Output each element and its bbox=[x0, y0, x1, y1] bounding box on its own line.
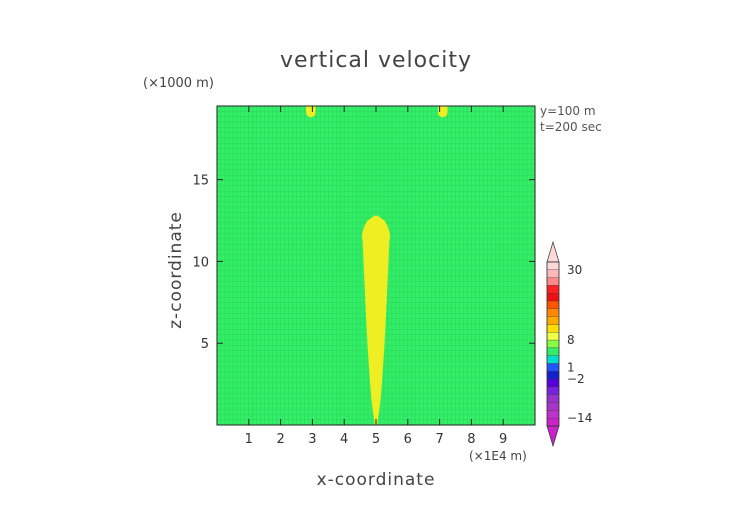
x-tick-label: 6 bbox=[404, 432, 412, 447]
x-tick-label: 8 bbox=[467, 432, 475, 447]
colorbar-segment bbox=[546, 347, 560, 356]
x-tick-label: 4 bbox=[340, 432, 348, 447]
updraft-region bbox=[361, 215, 391, 425]
colorbar-label: −14 bbox=[567, 411, 592, 425]
colorbar-segment bbox=[546, 308, 560, 317]
top-cell-region bbox=[438, 106, 448, 118]
x-tick-label: 5 bbox=[372, 432, 380, 447]
colorbar-segment bbox=[546, 316, 560, 325]
colorbar-frame bbox=[546, 261, 560, 427]
z-tick-label: 10 bbox=[192, 255, 209, 270]
y-position-annotation: y=100 m bbox=[540, 104, 596, 118]
colorbar-segment bbox=[546, 386, 560, 395]
x-tick-label: 2 bbox=[276, 432, 284, 447]
plot-area: 1 2 3 4 5 6 7 8 9 5 10 15 bbox=[192, 105, 536, 447]
colorbar-segment bbox=[546, 371, 560, 380]
colorbar-segment bbox=[546, 300, 560, 310]
colorbar-segment bbox=[546, 285, 560, 294]
x-axis-label: x-coordinate bbox=[316, 470, 436, 490]
colorbar-segment bbox=[546, 324, 560, 333]
time-annotation: t=200 sec bbox=[540, 120, 602, 134]
colorbar-label: 1 bbox=[567, 360, 575, 374]
colorbar-segment bbox=[546, 332, 560, 341]
colorbar-segment bbox=[546, 394, 560, 403]
colorbar-segment bbox=[546, 261, 560, 270]
x-tick-label: 3 bbox=[308, 432, 316, 447]
x-tick-label: 9 bbox=[499, 432, 507, 447]
colorbar-segment bbox=[546, 355, 560, 364]
colorbar-top-arrow bbox=[546, 240, 560, 263]
colorbar-segment bbox=[546, 339, 560, 349]
colorbar-segment bbox=[546, 293, 560, 302]
colorbar-label: −2 bbox=[567, 372, 585, 386]
z-tick-label: 5 bbox=[201, 337, 209, 352]
colorbar: 30 8 1−2 −14 bbox=[546, 240, 592, 448]
colorbar-segment bbox=[546, 363, 560, 372]
chart-title: vertical velocity bbox=[279, 48, 472, 73]
colorbar-segment bbox=[546, 410, 560, 419]
colorbar-segment bbox=[546, 402, 560, 411]
colorbar-segment bbox=[546, 418, 560, 427]
x-unit-label: (×1E4 m) bbox=[469, 449, 527, 463]
colorbar-segment bbox=[546, 378, 560, 388]
top-cell-region bbox=[306, 106, 316, 118]
colorbar-segment bbox=[546, 269, 560, 278]
z-unit-label: (×1000 m) bbox=[143, 76, 214, 91]
colorbar-label: 30 bbox=[567, 263, 582, 277]
colorbar-label: 8 bbox=[567, 333, 575, 347]
z-tick-label: 15 bbox=[192, 174, 209, 189]
colorbar-bottom-arrow bbox=[546, 425, 560, 448]
x-tick-label: 7 bbox=[435, 432, 443, 447]
x-tick-label: 1 bbox=[245, 432, 253, 447]
colorbar-segment bbox=[546, 277, 560, 286]
